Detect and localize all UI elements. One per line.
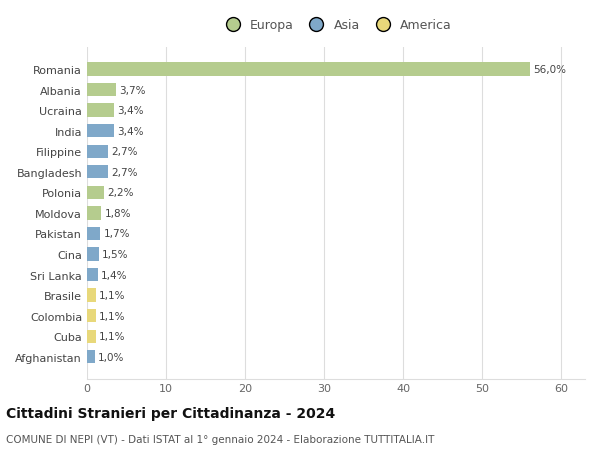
Bar: [87, 330, 95, 343]
Text: Cittadini Stranieri per Cittadinanza - 2024: Cittadini Stranieri per Cittadinanza - 2…: [6, 406, 335, 420]
Bar: [87, 84, 116, 97]
Text: 1,8%: 1,8%: [104, 208, 131, 218]
Bar: [87, 309, 95, 323]
Bar: [87, 186, 104, 200]
Text: 2,7%: 2,7%: [112, 147, 138, 157]
Text: 3,4%: 3,4%: [117, 106, 143, 116]
Text: 1,0%: 1,0%: [98, 352, 124, 362]
Legend: Europa, Asia, America: Europa, Asia, America: [218, 17, 454, 34]
Text: 2,7%: 2,7%: [112, 168, 138, 178]
Text: 3,7%: 3,7%: [119, 85, 146, 95]
Bar: [87, 269, 98, 282]
Bar: [87, 248, 99, 261]
Text: 1,7%: 1,7%: [104, 229, 130, 239]
Text: 1,1%: 1,1%: [99, 331, 125, 341]
Text: 1,1%: 1,1%: [99, 311, 125, 321]
Text: 56,0%: 56,0%: [533, 65, 566, 75]
Bar: [87, 350, 95, 364]
Bar: [87, 145, 109, 158]
Bar: [87, 207, 101, 220]
Bar: [87, 104, 114, 118]
Bar: [87, 166, 109, 179]
Bar: [87, 63, 530, 77]
Bar: [87, 125, 114, 138]
Text: 2,2%: 2,2%: [107, 188, 134, 198]
Text: COMUNE DI NEPI (VT) - Dati ISTAT al 1° gennaio 2024 - Elaborazione TUTTITALIA.IT: COMUNE DI NEPI (VT) - Dati ISTAT al 1° g…: [6, 434, 434, 444]
Text: 1,1%: 1,1%: [99, 291, 125, 301]
Text: 1,5%: 1,5%: [102, 249, 128, 259]
Bar: [87, 227, 100, 241]
Text: 1,4%: 1,4%: [101, 270, 128, 280]
Bar: [87, 289, 95, 302]
Text: 3,4%: 3,4%: [117, 126, 143, 136]
